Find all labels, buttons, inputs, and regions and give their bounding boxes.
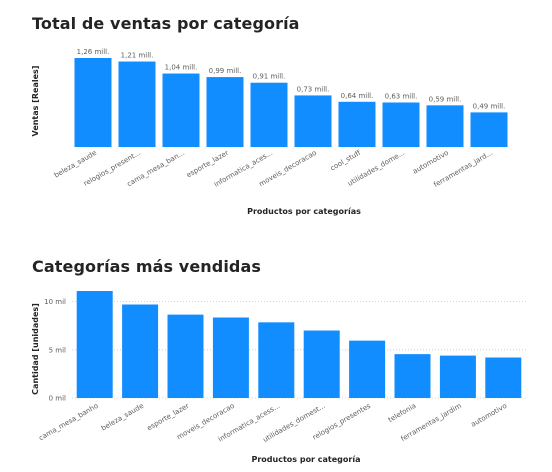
chart-title-ventas: Total de ventas por categoría: [32, 14, 300, 33]
y-axis-title-ventas: Ventas [Reales]: [31, 66, 40, 137]
data-label-ventas-5: 0,73 mill.: [297, 85, 330, 93]
bar-vendidas-7[interactable]: [394, 354, 431, 398]
bar-vendidas-1[interactable]: [122, 304, 159, 398]
bar-ventas-6[interactable]: [338, 101, 376, 147]
bar-ventas-3[interactable]: [206, 77, 244, 147]
bar-vendidas-4[interactable]: [258, 322, 295, 398]
bar-vendidas-8[interactable]: [439, 355, 476, 398]
x-axis-title-ventas: Productos por categorías: [247, 207, 361, 216]
bar-ventas-0[interactable]: [74, 58, 112, 147]
data-label-ventas-2: 1,04 mill.: [165, 64, 198, 72]
data-label-ventas-7: 0,63 mill.: [385, 93, 418, 101]
chart-vendidas: 0 mil 5 mil 10 mil cama_mesa_banho beleza_sa…: [31, 291, 526, 464]
bar-vendidas-2[interactable]: [167, 314, 204, 398]
bar-ventas-4[interactable]: [250, 82, 288, 147]
category-label-vendidas-7: telefonia: [387, 402, 418, 424]
bar-ventas-7[interactable]: [382, 102, 420, 148]
bar-vendidas-9[interactable]: [485, 357, 522, 398]
category-label-vendidas-0: cama_mesa_banho: [38, 402, 100, 443]
data-label-ventas-3: 0,99 mill.: [209, 67, 242, 75]
bar-vendidas-0[interactable]: [76, 291, 113, 398]
bar-ventas-9[interactable]: [470, 112, 508, 147]
data-label-ventas-4: 0,91 mill.: [253, 73, 286, 81]
bar-vendidas-5[interactable]: [303, 330, 340, 398]
category-label-vendidas-9: automotivo: [470, 402, 509, 429]
y-tick-label-vendidas-0: 0 mil: [49, 395, 66, 403]
x-axis-title-vendidas: Productos por categoría: [252, 455, 361, 464]
y-tick-label-vendidas-1: 5 mil: [49, 346, 66, 354]
data-label-ventas-0: 1,26 mill.: [77, 48, 110, 56]
y-tick-label-vendidas-2: 10 mil: [44, 298, 66, 306]
data-label-ventas-9: 0,49 mill.: [473, 102, 506, 110]
category-label-vendidas-1: beleza_saude: [100, 402, 145, 433]
bar-ventas-8[interactable]: [426, 105, 464, 147]
category-label-vendidas-2: esporte_lazer: [146, 402, 191, 433]
category-label-ventas-6: cool_stuff: [329, 149, 362, 173]
bar-ventas-2[interactable]: [162, 73, 200, 147]
bar-ventas-1[interactable]: [118, 61, 156, 147]
bar-vendidas-3[interactable]: [212, 317, 249, 398]
data-label-ventas-8: 0,59 mill.: [429, 95, 462, 103]
bar-ventas-5[interactable]: [294, 95, 332, 147]
category-label-ventas-8: automotivo: [411, 149, 450, 176]
chart-title-vendidas: Categorías más vendidas: [32, 257, 261, 276]
y-axis-title-vendidas: Cantidad [unidades]: [31, 303, 40, 395]
data-label-ventas-6: 0,64 mill.: [341, 92, 374, 100]
data-label-ventas-1: 1,21 mill.: [121, 52, 154, 60]
bar-vendidas-6[interactable]: [349, 340, 386, 398]
